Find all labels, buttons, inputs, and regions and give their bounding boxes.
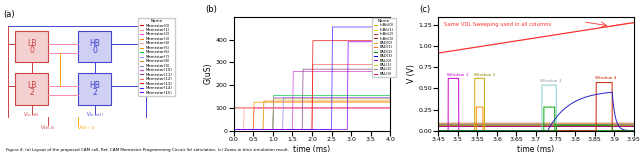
Y-axis label: V (V): V (V) xyxy=(406,64,415,83)
Text: 0: 0 xyxy=(29,46,34,55)
Text: LB: LB xyxy=(27,39,36,48)
Bar xyxy=(15,73,49,105)
Text: $V_{b(0, 0)}$: $V_{b(0, 0)}$ xyxy=(40,124,56,132)
Text: $V_{b(0+1)}$: $V_{b(0+1)}$ xyxy=(77,124,95,132)
Text: Figure 4: (a) Layout of the proposed CAM cell, Ref. CAM Memristor Programming Ci: Figure 4: (a) Layout of the proposed CAM… xyxy=(6,148,289,152)
Text: Same VDL Sweeping used in all columns: Same VDL Sweeping used in all columns xyxy=(444,22,552,27)
Text: Window 1: Window 1 xyxy=(447,73,468,77)
X-axis label: time (ms): time (ms) xyxy=(293,145,331,152)
Bar xyxy=(15,31,49,62)
Legend: InBit(0), InBit(1), InBit(2), InBit(3), PAD(0), PAD(1), PAD(2), PAD(3), PAL(0), : InBit(0), InBit(1), InBit(2), InBit(3), … xyxy=(372,17,396,77)
Text: HB: HB xyxy=(90,39,100,48)
Text: Window 3: Window 3 xyxy=(540,79,561,83)
Text: $V_{in}$: $V_{in}$ xyxy=(0,82,2,91)
Text: $VS_{out}$: $VS_{out}$ xyxy=(148,82,162,91)
Y-axis label: G(uS): G(uS) xyxy=(204,63,213,85)
Text: $VSA_{0}$: $VSA_{0}$ xyxy=(148,39,161,48)
Text: $V_{in}$: $V_{in}$ xyxy=(0,38,2,47)
Text: (a): (a) xyxy=(3,10,15,19)
Text: Window 2: Window 2 xyxy=(474,73,495,77)
Bar xyxy=(79,31,111,62)
Text: (b): (b) xyxy=(205,5,217,14)
Text: 2: 2 xyxy=(29,88,34,97)
Text: $V_{in,b(0)}$: $V_{in,b(0)}$ xyxy=(23,111,40,119)
X-axis label: time (ms): time (ms) xyxy=(517,145,555,152)
Text: $V_{in, m(1)}$: $V_{in, m(1)}$ xyxy=(86,111,104,119)
Legend: Memrstor(0), Memrstor(1), Memrstor(2), Memrstor(3), Memrstor(4), Memrstor(5), Me: Memrstor(0), Memrstor(1), Memrstor(2), M… xyxy=(138,17,175,96)
Text: (c): (c) xyxy=(419,5,430,14)
Text: Window 4: Window 4 xyxy=(595,76,616,80)
Text: HB: HB xyxy=(90,81,100,90)
Text: 0: 0 xyxy=(93,46,97,55)
Bar xyxy=(79,73,111,105)
Text: LB: LB xyxy=(27,81,36,90)
Text: 2: 2 xyxy=(93,88,97,97)
Text: $VS_{out}$: $VS_{out}$ xyxy=(148,20,162,29)
